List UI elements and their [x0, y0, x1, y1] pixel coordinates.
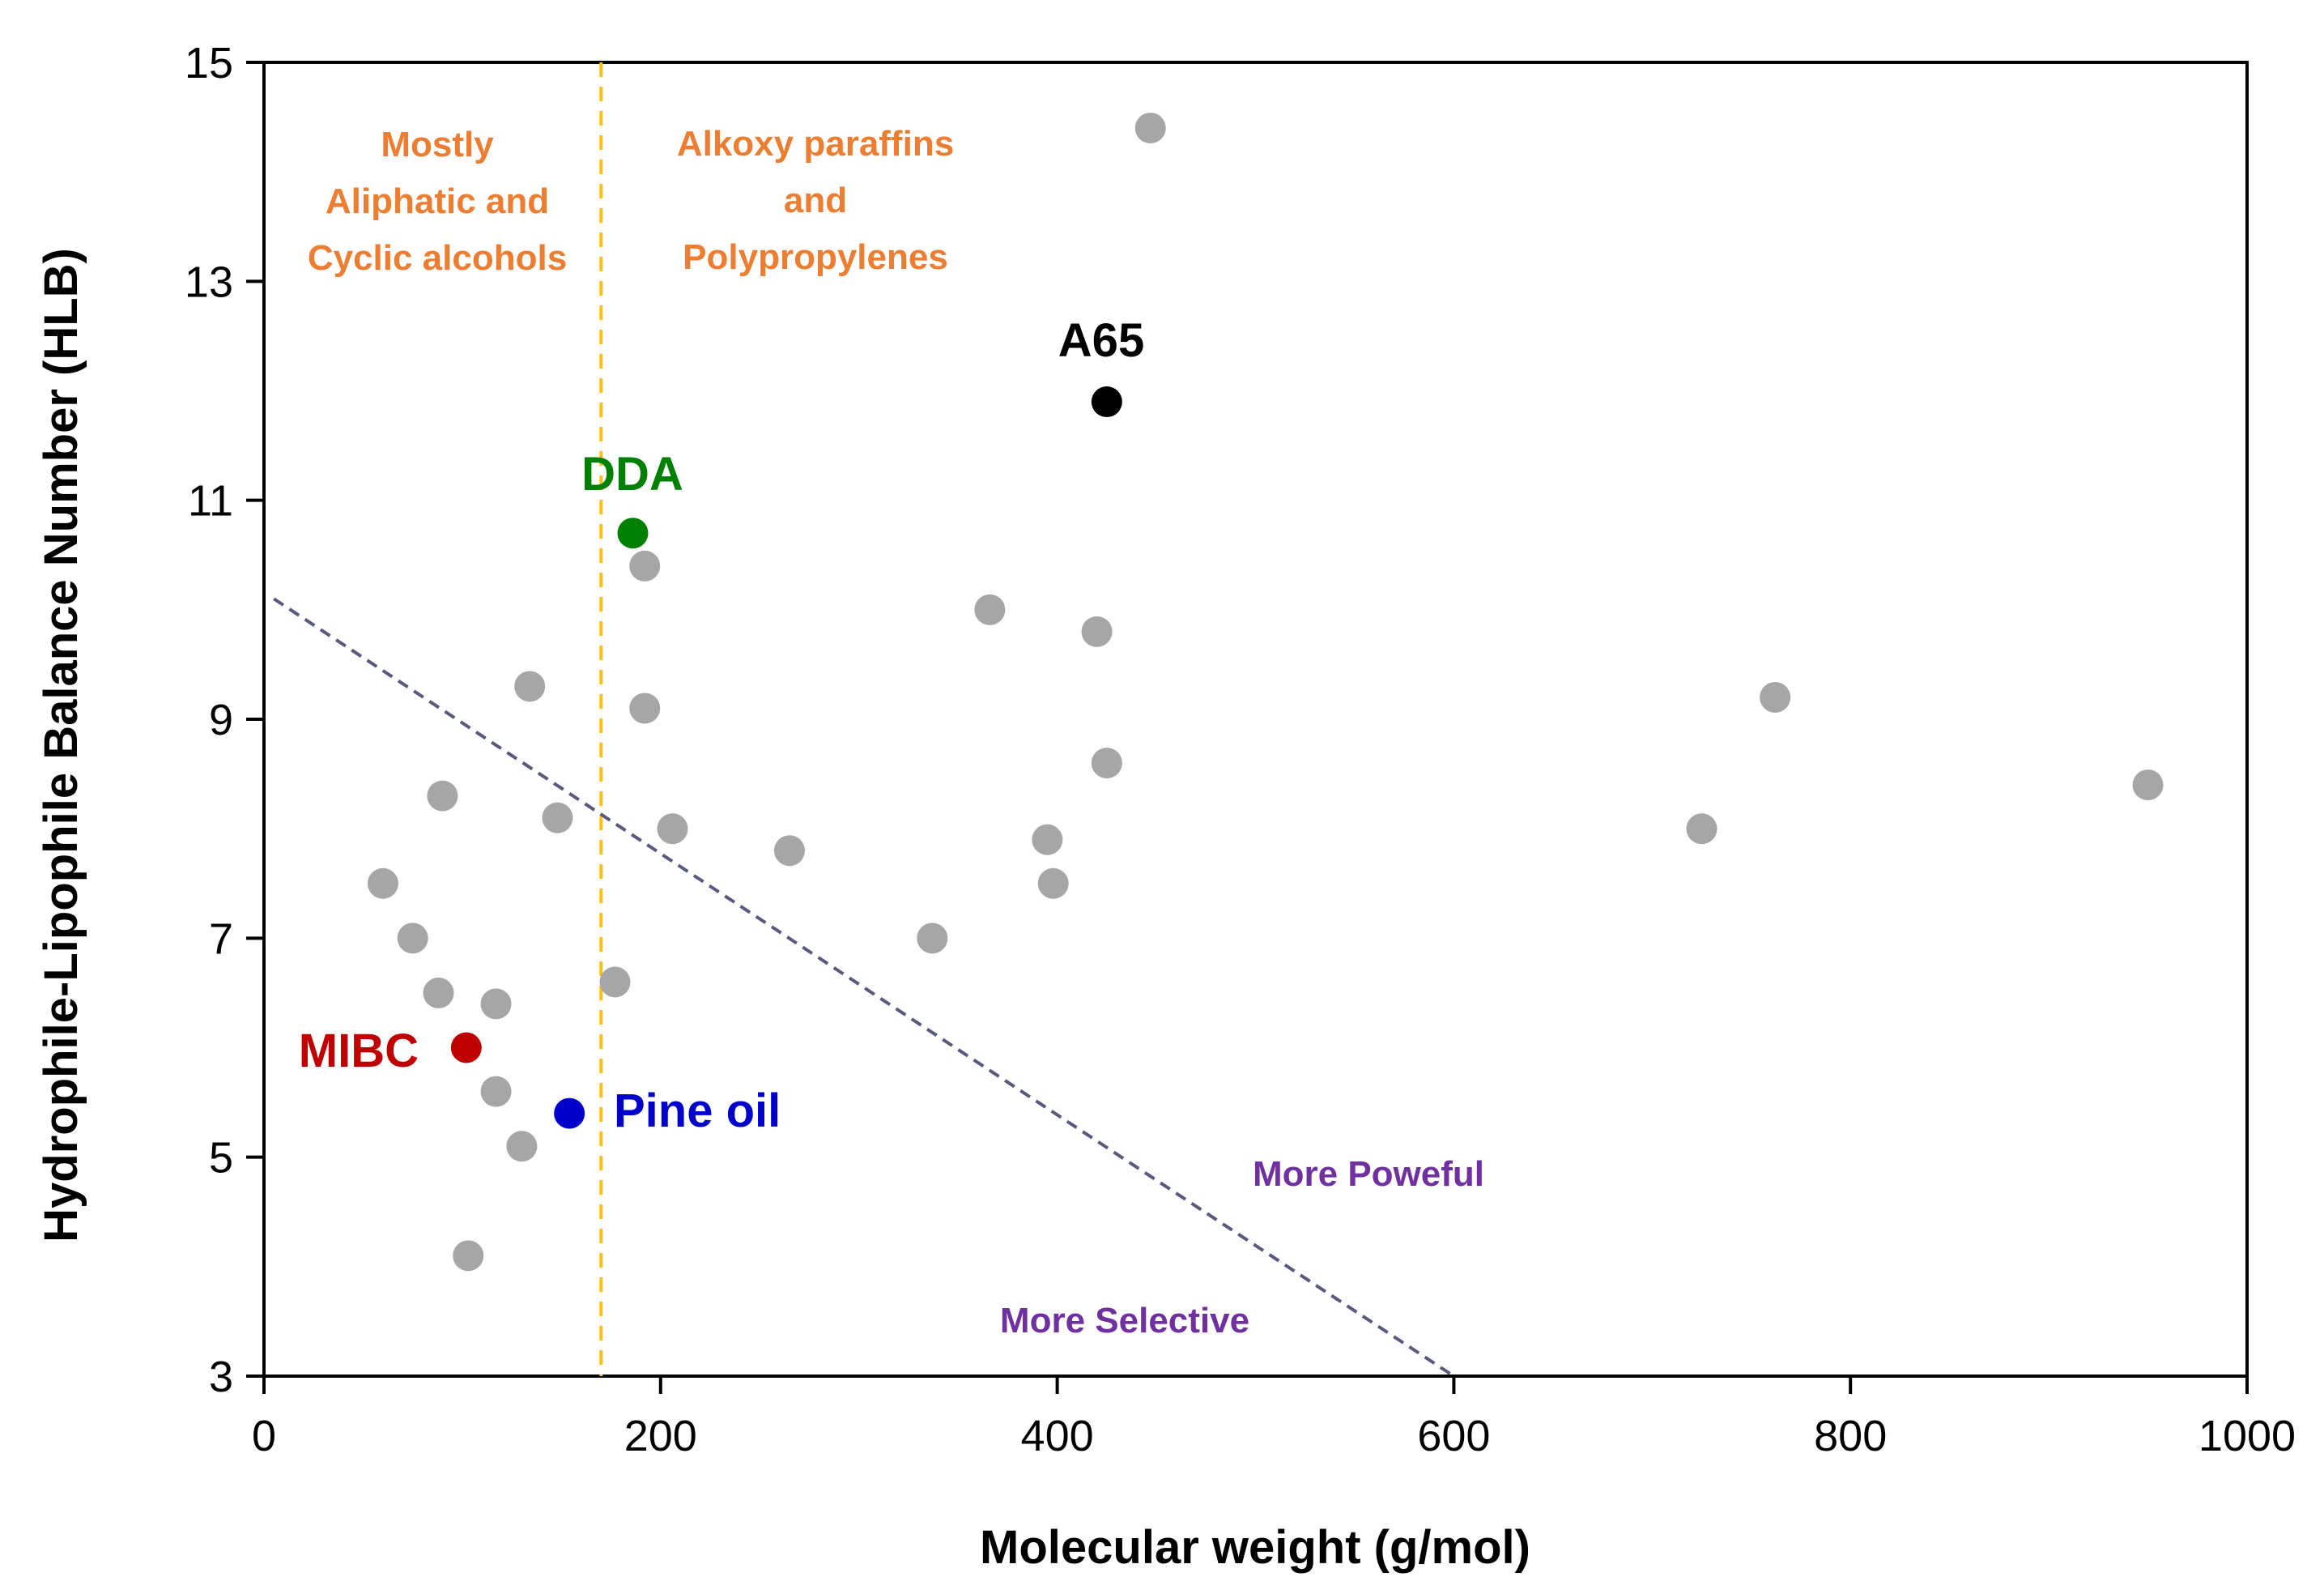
dda-label: DDA: [581, 448, 683, 501]
point-frothers-1: [397, 923, 428, 954]
point-frothers-20: [1091, 748, 1122, 779]
point-frothers-19: [1081, 616, 1113, 647]
y-tick-label-13: 13: [185, 258, 233, 306]
x-tick-label-600: 600: [1417, 1412, 1490, 1460]
point-pine-oil-0: [554, 1097, 585, 1129]
point-frothers-11: [629, 550, 661, 582]
point-frothers-21: [1134, 113, 1166, 144]
a65-label: A65: [1058, 314, 1144, 367]
right-region-label-line1: Alkoxy paraffins: [677, 124, 954, 164]
pine-oil-label: Pine oil: [614, 1085, 781, 1137]
x-tick-label-800: 800: [1814, 1412, 1887, 1460]
point-frothers-0: [367, 867, 398, 899]
point-dda-0: [617, 518, 649, 549]
point-frothers-10: [599, 966, 631, 998]
point-frothers-9: [542, 802, 573, 833]
y-tick-label-11: 11: [188, 477, 233, 526]
point-frothers-8: [514, 671, 546, 702]
x-tick-label-0: 0: [252, 1412, 276, 1460]
x-axis-ticks: 0 200 400 600 800 1000: [252, 1376, 2296, 1460]
x-tick-label-200: 200: [624, 1412, 697, 1460]
right-region-label-line2: and: [784, 181, 847, 220]
point-mibc-0: [450, 1032, 482, 1063]
left-region-label-line2: Aliphatic and: [326, 181, 549, 221]
y-axis-ticks: 3 5 7 9 11 13 15: [185, 39, 264, 1401]
point-frothers-4: [480, 988, 512, 1020]
x-tick-label-1000: 1000: [2198, 1412, 2296, 1460]
y-axis-title: Hydrophile-Lipophile Balance Number (HLB…: [35, 248, 87, 1242]
trend-line: [273, 597, 1455, 1378]
point-frothers-14: [773, 835, 805, 867]
y-tick-label-7: 7: [209, 914, 233, 963]
y-tick-label-15: 15: [185, 39, 233, 87]
right-region-label-line3: Polypropylenes: [683, 237, 948, 277]
y-tick-label-9: 9: [209, 696, 233, 744]
y-tick-label-3: 3: [209, 1353, 233, 1401]
more-powerful-label: More Poweful: [1253, 1154, 1484, 1194]
x-axis-title: Molecular weight (g/mol): [980, 1521, 1530, 1574]
point-frothers-23: [1760, 681, 1791, 713]
point-frothers-12: [629, 693, 661, 724]
point-frothers-2: [423, 977, 454, 1008]
left-region-label-line1: Mostly: [381, 125, 494, 164]
point-frothers-15: [917, 923, 948, 954]
point-frothers-16: [974, 594, 1006, 625]
point-a65-0: [1091, 386, 1122, 418]
point-frothers-18: [1037, 867, 1069, 899]
mibc-label: MIBC: [299, 1025, 419, 1077]
more-selective-label: More Selective: [1000, 1301, 1249, 1340]
y-tick-label-5: 5: [209, 1134, 233, 1183]
point-frothers-17: [1032, 824, 1063, 855]
data-points: [367, 113, 2164, 1272]
x-tick-label-400: 400: [1021, 1412, 1094, 1460]
point-frothers-5: [480, 1076, 512, 1107]
point-frothers-3: [427, 780, 458, 812]
point-frothers-24: [2132, 769, 2164, 801]
left-region-label-line3: Cyclic alcohols: [308, 238, 567, 278]
point-frothers-7: [506, 1131, 538, 1162]
point-frothers-13: [657, 813, 688, 845]
point-frothers-22: [1686, 813, 1717, 845]
point-frothers-6: [453, 1240, 484, 1272]
